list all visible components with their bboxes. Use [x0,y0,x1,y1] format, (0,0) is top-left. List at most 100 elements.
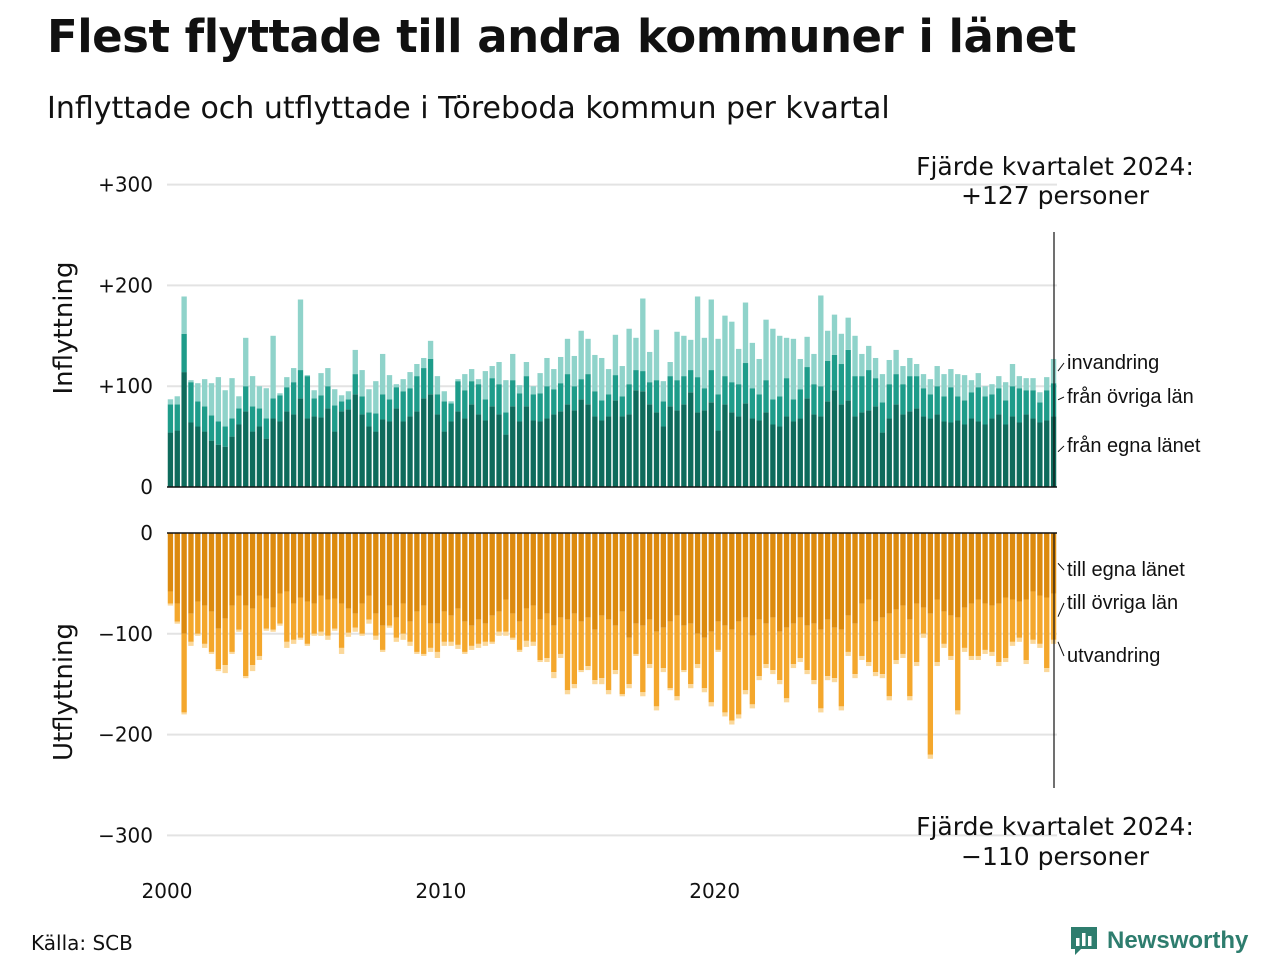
bar-out-2-113 [941,643,947,648]
bar-in-2-14 [263,388,269,419]
bar-in-0-24 [332,431,338,487]
bar-in-2-36 [414,364,420,377]
bar-in-0-116 [961,424,968,487]
bar-out-0-2 [181,533,187,634]
bar-in-0-119 [982,424,988,487]
bar-in-2-60 [578,330,584,380]
bar-out-1-4 [195,601,201,634]
bar-in-2-64 [605,369,612,395]
bar-in-0-69 [640,391,646,487]
bar-out-0-119 [982,533,988,604]
bar-in-1-62 [592,391,598,417]
bar-out-0-77 [694,533,701,634]
bar-in-1-127 [1037,402,1043,423]
bar-in-1-17 [284,387,290,412]
bar-in-2-117 [968,380,975,393]
bar-out-1-50 [510,613,516,638]
bar-in-2-6 [208,383,215,416]
bar-in-2-114 [948,369,954,388]
bar-in-2-115 [955,374,961,397]
bar-out-2-122 [1002,657,1009,663]
bar-in-2-110 [920,374,927,389]
bar-out-1-14 [263,598,269,629]
bar-in-2-22 [318,373,324,396]
bar-in-2-128 [1044,377,1050,391]
bar-out-0-79 [708,533,714,632]
bar-out-1-108 [907,619,913,697]
ytick-bottom-300: −300 [98,823,153,847]
bar-out-2-7 [215,669,222,672]
bar-out-1-73 [667,621,673,689]
ylabel-bottom: Utflyttning [49,623,79,761]
bar-out-2-90 [783,698,790,703]
bar-out-2-56 [551,672,557,679]
bar-in-2-92 [797,358,803,390]
bar-in-2-42 [455,379,461,382]
bar-in-0-73 [667,406,673,487]
bar-out-0-114 [948,533,954,616]
bar-out-1-28 [359,603,365,634]
bar-in-1-48 [496,384,502,415]
bar-out-0-66 [619,533,625,612]
bar-out-0-113 [941,533,947,612]
bar-out-2-110 [920,633,927,638]
bar-in-1-55 [544,386,550,419]
bar-in-1-81 [722,376,728,405]
bar-out-2-22 [318,631,324,636]
bar-out-1-44 [468,625,475,646]
bar-in-0-121 [996,414,1002,487]
bar-in-0-98 [838,404,845,487]
bar-out-1-78 [701,637,708,689]
bar-in-1-20 [304,376,311,419]
bar-in-2-118 [975,373,981,388]
bar-out-1-106 [893,609,899,661]
bar-out-2-49 [503,631,509,636]
bar-out-0-5 [201,533,208,606]
bar-out-0-22 [318,533,324,596]
bar-in-0-7 [215,444,222,487]
bar-out-0-35 [407,533,413,622]
ylabel-top: Inflyttning [49,262,79,395]
bar-out-0-110 [920,533,927,608]
axes [167,232,1057,788]
bar-out-1-90 [783,627,790,699]
bar-in-0-79 [708,402,714,487]
bar-in-2-57 [557,356,564,384]
bar-out-1-16 [277,593,283,624]
ytick-bottom-0: 0 [140,521,153,545]
bar-out-1-116 [961,607,968,648]
bar-in-0-120 [989,418,995,487]
bar-out-2-89 [777,680,783,685]
bar-out-2-103 [872,672,879,677]
bar-in-2-45 [475,379,482,385]
bar-in-2-73 [667,362,673,377]
bar-in-0-45 [475,414,482,487]
bar-out-2-78 [701,688,708,693]
bar-in-2-76 [688,339,694,371]
bar-out-2-37 [421,653,427,656]
bar-out-1-75 [681,625,687,671]
bar-out-1-99 [845,615,851,652]
bar-in-1-107 [900,384,906,415]
bar-out-0-88 [770,533,776,618]
bar-out-2-5 [201,643,208,648]
bar-out-2-17 [284,641,290,648]
bar-out-1-111 [927,613,934,755]
bar-in-1-108 [907,376,913,412]
bar-out-0-24 [332,533,338,599]
bar-out-1-94 [811,623,817,681]
bar-in-1-42 [455,381,461,412]
bar-out-1-40 [441,611,447,642]
bar-out-0-32 [386,533,393,606]
bar-in-2-74 [674,331,680,381]
bar-in-2-67 [626,328,632,385]
bar-in-0-27 [352,394,358,487]
bar-in-0-124 [1016,422,1023,487]
bar-out-2-11 [243,676,249,679]
bar-in-0-36 [414,411,420,487]
bar-in-1-121 [996,388,1002,415]
bar-out-2-43 [462,651,468,654]
bar-out-1-83 [735,621,742,715]
bar-in-0-2 [181,372,187,487]
bar-in-2-81 [722,315,728,377]
